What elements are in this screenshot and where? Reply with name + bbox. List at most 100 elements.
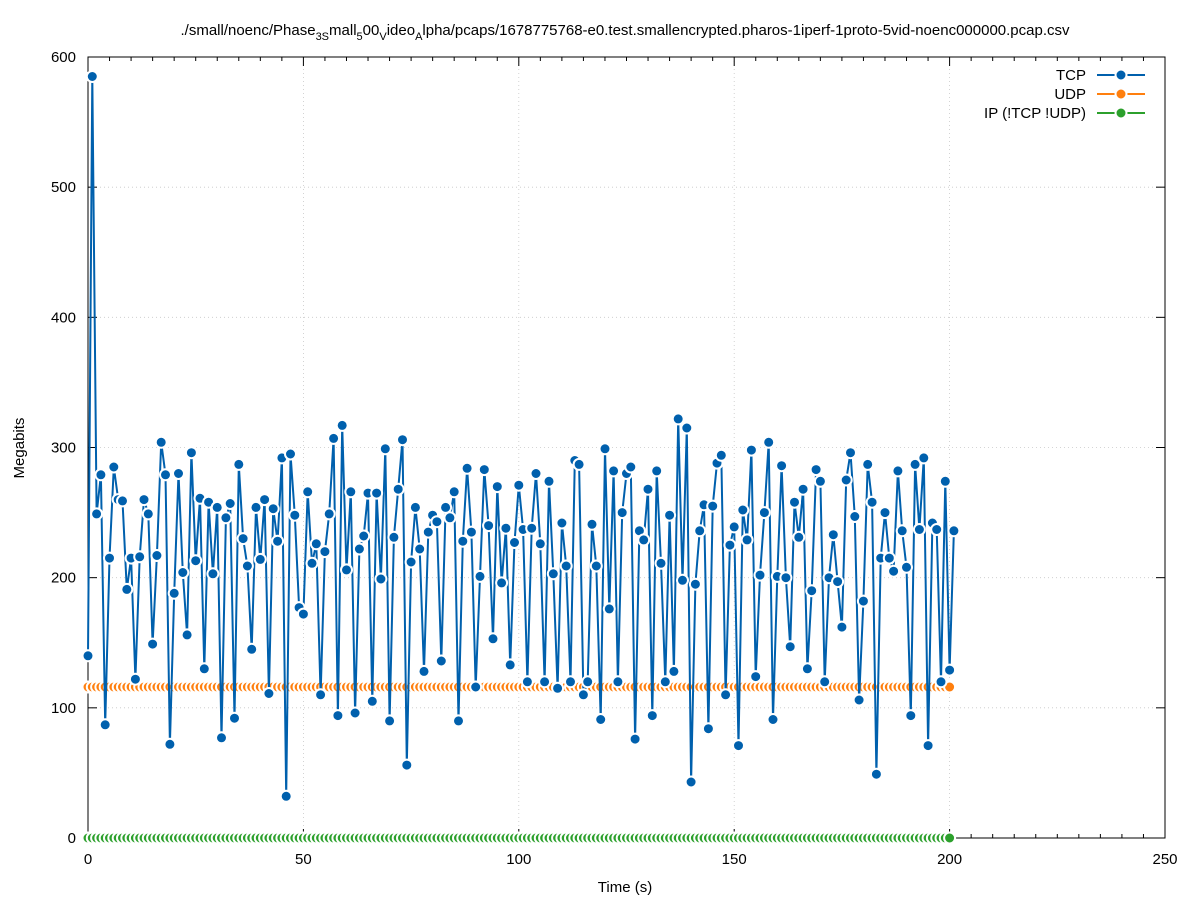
data-point [667,664,681,678]
data-point [141,507,155,521]
data-point [383,714,397,728]
x-tick-label: 250 [1152,851,1177,868]
data-point [895,524,909,538]
title-part-2: mall [329,22,357,39]
data-point [266,502,280,516]
data-point [443,511,457,525]
data-point [684,775,698,789]
data-point [107,460,121,474]
data-point [240,559,254,573]
data-point [94,468,108,482]
title-part-3: 00 [363,22,380,39]
data-point [378,442,392,456]
data-point [598,442,612,456]
data-point [938,474,952,488]
series-ip-tcp-udp [81,831,957,845]
data-point [400,758,414,772]
data-point [245,642,259,656]
title-sub-1: 3S [316,31,329,43]
data-point [284,447,297,461]
data-point [223,497,237,510]
data-point [296,607,310,621]
data-point [85,70,99,83]
data-point [331,709,345,723]
data-point [753,568,767,582]
data-point [473,569,487,583]
data-point [891,464,905,478]
data-point [865,495,879,509]
data-point [809,463,823,477]
data-point [848,510,862,523]
data-point [116,494,129,508]
data-point [856,594,870,608]
data-point [723,538,737,552]
data-point [835,620,849,634]
data-point [701,722,715,736]
data-point [615,506,629,520]
data-point [564,675,577,689]
data-point [559,559,573,573]
y-tick-label: 100 [51,700,76,717]
data-point [943,663,957,677]
data-point [348,706,362,720]
data-point [658,675,672,689]
data-point [167,586,181,600]
data-point [676,573,689,587]
data-point [81,649,95,663]
data-point [542,474,556,488]
data-point [852,693,866,707]
data-point [172,467,185,480]
data-point [391,482,405,496]
data-point [404,555,418,569]
data-point [365,694,379,708]
title-part-5: lpha/pcaps/1678775768-e0.test.smallencry… [422,22,1070,39]
data-point [439,500,453,514]
x-axis-label: Time (s) [598,879,652,896]
data-point [585,517,599,531]
data-point [800,662,814,676]
data-point [775,459,789,473]
plot-frame [87,56,1166,839]
data-point [882,551,896,565]
data-point [688,577,702,591]
data-point [232,457,246,471]
data-point [869,767,883,781]
y-tick-label: 0 [68,830,76,847]
data-point [309,537,323,551]
data-point [654,556,668,570]
legend-label: UDP [1054,86,1086,103]
data-point [693,524,707,538]
data-point [611,675,625,689]
data-point [551,681,565,695]
data-point [572,457,586,471]
data-point [546,567,560,581]
data-point [499,521,513,535]
data-point [805,584,819,598]
data-point [934,675,948,689]
data-point [508,536,521,549]
data-point [236,532,250,546]
series-tcp [81,70,961,803]
data-point [103,551,116,565]
data-point [576,688,590,702]
data-point [512,478,526,492]
data-point [163,737,177,751]
data-point [650,464,664,478]
data-point [637,533,651,547]
x-tick-label: 50 [295,851,312,868]
data-point [607,464,621,478]
data-point [128,672,142,686]
data-point [413,542,427,556]
data-point [322,507,336,521]
data-point [133,550,147,564]
data-point [624,460,638,474]
data-point [352,542,366,556]
data-point [904,709,918,723]
data-point [396,433,409,447]
x-tick-label: 100 [506,851,531,868]
data-point [602,602,616,616]
data-point [589,559,603,573]
data-point [495,576,509,590]
data-point [490,480,504,494]
